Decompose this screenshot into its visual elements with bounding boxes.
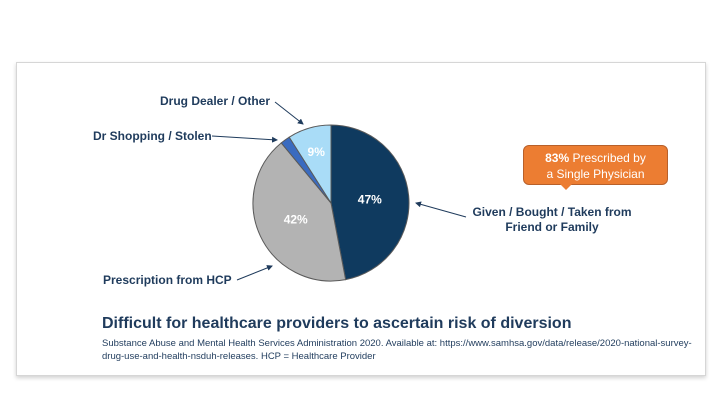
pie-slice <box>288 124 332 205</box>
label-friend-2: Friend or Family <box>505 220 599 234</box>
callout-box: 83% Prescribed by a Single Physician <box>523 145 668 185</box>
callout-bold: 83% <box>545 151 570 165</box>
slice-data-label: 42% <box>284 213 308 227</box>
callout-rest: Prescribed by <box>569 151 646 165</box>
arrow-dealer <box>274 101 304 125</box>
slice-data-label: 47% <box>358 192 382 206</box>
label-friend-1: Given / Bought / Taken from <box>472 205 631 219</box>
slice-data-label: 9% <box>308 145 326 159</box>
label-dealer: Drug Dealer / Other <box>160 94 270 108</box>
source-citation: Substance Abuse and Mental Health Servic… <box>102 338 692 362</box>
arrow-dr-shopping <box>211 135 278 143</box>
slide-title: Difficult for healthcare providers to as… <box>102 315 572 332</box>
arrow-friend <box>415 201 467 218</box>
arrow-hcp <box>236 265 273 281</box>
pie-slice <box>252 142 347 282</box>
label-hcp: Prescription from HCP <box>103 273 232 287</box>
callout-line2: a Single Physician <box>546 167 645 181</box>
callout-tail <box>560 184 572 190</box>
label-dr-shopping: Dr Shopping / Stolen <box>93 129 212 143</box>
pie-slice <box>330 124 410 281</box>
